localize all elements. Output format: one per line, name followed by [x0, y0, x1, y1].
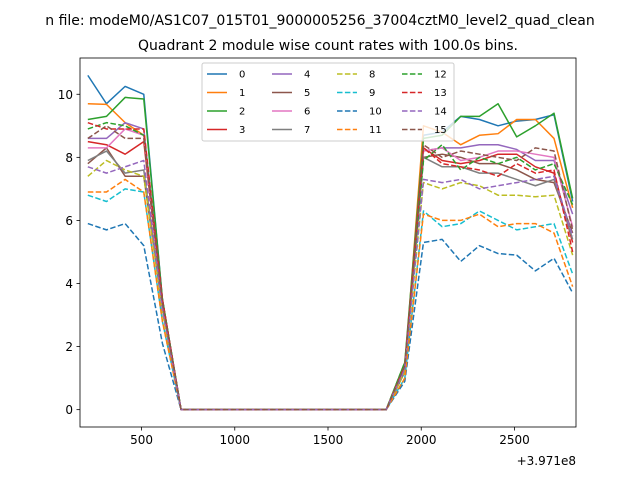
series-line-1	[87, 102, 574, 411]
legend-label: 7	[304, 125, 310, 136]
y-tick-label: 2	[65, 340, 73, 354]
series-line-10	[87, 222, 574, 411]
legend-label: 14	[434, 107, 447, 118]
legend-label: 2	[239, 107, 245, 118]
legend-label: 6	[304, 107, 310, 118]
x-tick-label: 500	[130, 433, 153, 447]
series-line-4	[87, 121, 574, 411]
x-tick-label: 1000	[219, 433, 250, 447]
series-line-11	[87, 178, 574, 411]
y-tick-label: 6	[65, 214, 73, 228]
y-tick-label: 8	[65, 151, 73, 165]
legend-label: 3	[239, 125, 245, 136]
legend-label: 15	[434, 125, 447, 136]
legend-label: 13	[434, 88, 447, 99]
y-tick-label: 4	[65, 277, 73, 291]
legend-label: 9	[369, 88, 375, 99]
legend-label: 1	[239, 88, 245, 99]
y-tick-label: 10	[58, 88, 73, 102]
series-layer	[87, 74, 574, 411]
legend-label: 11	[369, 125, 382, 136]
y-axis: 0 2 4 6 8 10	[58, 88, 80, 417]
legend-label: 8	[369, 70, 375, 81]
x-tick-label: 2000	[406, 433, 437, 447]
legend-label: 12	[434, 70, 447, 81]
series-line-12	[87, 121, 574, 411]
x-axis: 500 1000 1500 2000 2500	[130, 427, 530, 447]
legend-label: 4	[304, 70, 310, 81]
x-offset-label: +3.971e8	[517, 454, 576, 468]
chart-title: Quadrant 2 module wise count rates with …	[138, 38, 518, 54]
series-line-13	[87, 121, 574, 411]
legend-label: 0	[239, 70, 245, 81]
series-line-15	[87, 125, 574, 411]
y-tick-label: 0	[65, 403, 73, 417]
legend-box	[201, 62, 455, 142]
legend-label: 5	[304, 88, 310, 99]
series-line-2	[87, 96, 574, 411]
legend-label: 10	[369, 107, 382, 118]
x-tick-label: 1500	[313, 433, 344, 447]
x-tick-label: 2500	[499, 433, 530, 447]
series-line-6	[87, 128, 574, 411]
chart-suptitle: n file: modeM0/AS1C07_015T01_9000005256_…	[45, 13, 594, 29]
